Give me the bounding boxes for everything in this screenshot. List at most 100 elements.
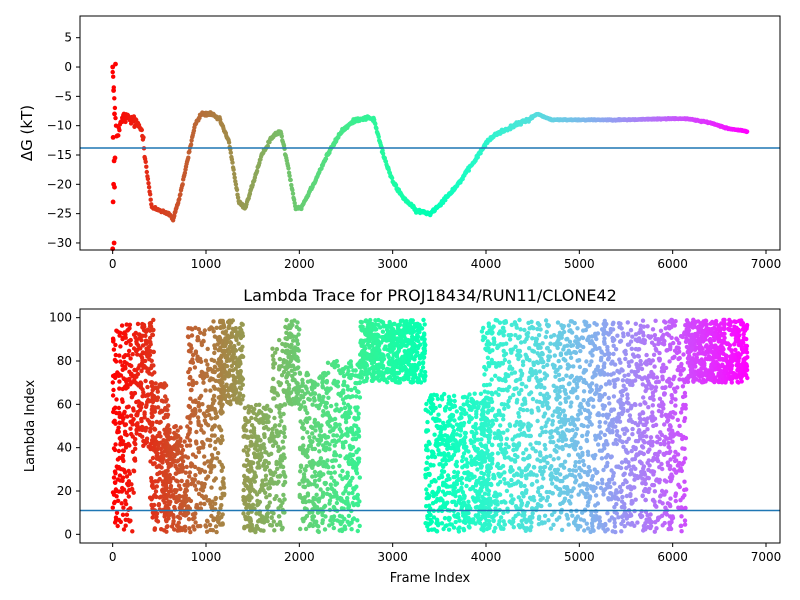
lambda-point bbox=[346, 503, 351, 508]
lambda-point bbox=[149, 358, 154, 363]
lambda-point bbox=[318, 470, 323, 475]
lambda-point bbox=[114, 397, 119, 402]
lambda-point bbox=[386, 367, 391, 372]
lambda-point bbox=[175, 528, 180, 533]
lambda-point bbox=[113, 352, 119, 358]
lambda-point bbox=[175, 447, 180, 452]
lambda-point bbox=[118, 344, 123, 349]
lambda-point bbox=[310, 402, 315, 407]
lambda-point bbox=[401, 343, 407, 348]
lambda-point bbox=[218, 440, 223, 446]
lambda-point bbox=[111, 337, 116, 343]
lambda-point bbox=[302, 405, 308, 410]
lambda-point bbox=[311, 395, 317, 401]
lambda-point bbox=[195, 524, 201, 529]
lambda-point bbox=[175, 498, 180, 503]
lambda-point bbox=[117, 455, 122, 461]
lambda-point bbox=[349, 527, 354, 532]
lambda-point bbox=[417, 372, 423, 377]
lambda-point bbox=[121, 331, 126, 336]
lambda-point bbox=[122, 409, 127, 415]
lambda-point bbox=[425, 419, 430, 425]
delta-g-panel: 0 1000 2000 3000 4000 5000 6000 7000 50−5−10−15… bbox=[18, 15, 781, 271]
lambda-point bbox=[224, 383, 229, 389]
lambda-point bbox=[277, 406, 282, 412]
lambda-point bbox=[170, 460, 175, 465]
lambda-point bbox=[325, 360, 331, 365]
lambda-point bbox=[131, 406, 136, 411]
lambda-point bbox=[358, 375, 363, 380]
lambda-point bbox=[209, 433, 215, 438]
lambda-point bbox=[262, 446, 267, 451]
lambda-point bbox=[281, 469, 286, 475]
lambda-point bbox=[403, 320, 408, 325]
lambda-point bbox=[236, 360, 242, 366]
lambda-point bbox=[192, 365, 198, 370]
delta-g-x-tick-label: 3000 bbox=[377, 257, 408, 271]
lambda-point bbox=[269, 478, 274, 483]
lambda-point bbox=[203, 524, 209, 529]
lambda-point bbox=[159, 398, 164, 403]
lambda-point bbox=[364, 328, 369, 333]
lambda-point bbox=[406, 338, 411, 343]
lambda-point bbox=[273, 350, 278, 355]
lambda-point bbox=[331, 433, 336, 438]
lambda-point bbox=[138, 383, 143, 389]
lambda-point bbox=[277, 423, 282, 428]
lambda-point bbox=[337, 453, 343, 459]
lambda-point bbox=[228, 402, 233, 407]
lambda-point bbox=[409, 350, 414, 356]
lambda-point bbox=[374, 327, 379, 332]
lambda-point bbox=[433, 442, 438, 448]
lambda-point bbox=[363, 318, 368, 324]
lambda-point bbox=[474, 414, 479, 420]
lambda-point bbox=[128, 356, 133, 361]
lambda-point bbox=[162, 491, 167, 497]
lambda-point bbox=[316, 529, 321, 535]
lambda-point bbox=[271, 472, 276, 478]
lambda-point bbox=[417, 327, 422, 333]
lambda-point bbox=[355, 496, 360, 501]
lambda-point bbox=[284, 317, 289, 323]
lambda-point bbox=[329, 458, 335, 464]
lambda-point bbox=[331, 504, 336, 510]
lambda-point bbox=[353, 380, 358, 386]
lambda-point bbox=[150, 332, 156, 338]
lambda-point bbox=[130, 352, 135, 357]
lambda-point bbox=[171, 518, 176, 524]
lambda-point bbox=[310, 387, 315, 392]
lambda-point bbox=[439, 468, 445, 474]
lambda-point bbox=[145, 384, 150, 390]
lambda-point bbox=[125, 481, 130, 486]
lambda-point bbox=[248, 505, 253, 510]
lambda-point bbox=[364, 363, 370, 368]
lambda-point bbox=[359, 369, 364, 374]
lambda-point bbox=[298, 469, 303, 474]
lambda-point bbox=[219, 514, 224, 520]
lambda-point bbox=[201, 495, 207, 501]
lambda-point bbox=[155, 451, 160, 456]
lambda-point bbox=[204, 529, 210, 534]
lambda-point bbox=[219, 462, 224, 467]
lambda-point bbox=[127, 362, 132, 368]
lambda-point bbox=[128, 426, 133, 431]
lambda-point bbox=[437, 434, 442, 439]
lambda-point bbox=[307, 435, 312, 440]
lambda-point bbox=[266, 486, 271, 491]
lambda-point bbox=[246, 410, 251, 415]
lambda-point bbox=[475, 491, 480, 496]
lambda-point bbox=[219, 468, 224, 473]
lambda-point bbox=[260, 478, 265, 483]
lambda-point bbox=[116, 517, 122, 523]
lambda-point bbox=[187, 443, 193, 448]
lambda-point bbox=[476, 404, 481, 409]
lambda-point bbox=[469, 429, 474, 435]
lambda-point bbox=[454, 409, 459, 414]
lambda-point bbox=[334, 402, 339, 407]
lambda-point bbox=[345, 473, 350, 478]
lambda-point bbox=[451, 428, 457, 434]
lambda-point bbox=[445, 446, 450, 451]
lambda-point bbox=[317, 393, 322, 398]
lambda-point bbox=[338, 434, 344, 440]
lambda-point bbox=[141, 328, 147, 333]
